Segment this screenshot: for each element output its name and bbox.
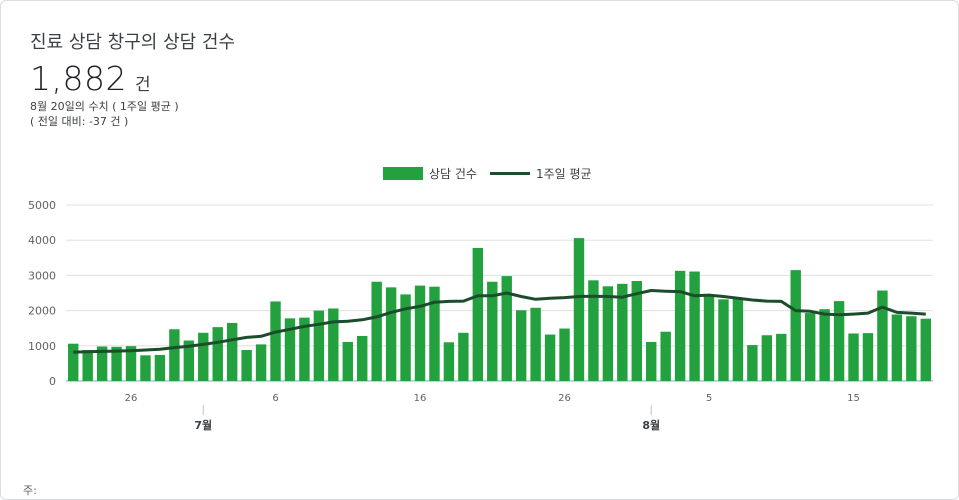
bar bbox=[328, 308, 339, 381]
chart-plot: 0 1000 2000 3000 4000 5000 26 6 16 26 5 15 7월 8월 bbox=[28, 199, 933, 432]
bar bbox=[819, 309, 830, 381]
bar bbox=[96, 346, 108, 381]
bar bbox=[443, 342, 455, 381]
bar bbox=[732, 298, 744, 381]
bar bbox=[891, 314, 903, 381]
bar bbox=[501, 276, 512, 381]
bar bbox=[270, 301, 281, 381]
bar bbox=[920, 318, 931, 381]
bar bbox=[602, 286, 614, 381]
x-tick-label: 26 bbox=[558, 393, 571, 404]
bar bbox=[559, 328, 570, 381]
bar bbox=[906, 316, 917, 381]
bar bbox=[371, 281, 382, 381]
bar bbox=[111, 346, 122, 381]
bar bbox=[747, 345, 758, 381]
bar bbox=[833, 301, 845, 381]
bar bbox=[125, 346, 137, 381]
bar bbox=[183, 340, 195, 381]
bar bbox=[82, 350, 93, 381]
summary-unit: 건 bbox=[134, 75, 151, 95]
bar bbox=[400, 294, 411, 381]
bar bbox=[718, 299, 729, 381]
bar bbox=[385, 287, 397, 381]
bar bbox=[487, 281, 498, 381]
bar bbox=[241, 350, 252, 381]
bar bbox=[530, 307, 541, 381]
bar bbox=[313, 310, 325, 381]
bar bbox=[790, 270, 801, 381]
bar bbox=[761, 335, 773, 381]
legend-item-line[interactable]: 1주일 평균 bbox=[489, 165, 592, 182]
legend-item-bars[interactable]: 상담 건수 bbox=[383, 165, 477, 182]
bar bbox=[588, 280, 599, 381]
bar bbox=[689, 271, 700, 381]
y-tick-label: 3000 bbox=[28, 269, 56, 282]
bar bbox=[68, 343, 79, 381]
bar bbox=[299, 317, 310, 381]
chart-legend: 상담 건수 1주일 평균 bbox=[383, 165, 605, 181]
x-tick-label: 16 bbox=[414, 393, 427, 404]
x-tick-label: 5 bbox=[706, 393, 712, 404]
bar bbox=[646, 341, 657, 381]
bar bbox=[848, 333, 859, 381]
bar bbox=[212, 327, 223, 381]
summary-value: 1,882 bbox=[30, 59, 127, 98]
bar bbox=[458, 332, 469, 381]
legend-label-line: 1주일 평균 bbox=[535, 166, 592, 181]
bar bbox=[573, 238, 585, 381]
bar bbox=[804, 313, 816, 381]
bar bbox=[255, 344, 267, 381]
summary-date-note: 8월 20일의 수치 ( 1주일 평균 ) bbox=[30, 100, 179, 113]
bar bbox=[515, 310, 527, 381]
bar bbox=[472, 247, 484, 381]
bar bbox=[414, 285, 426, 381]
bar bbox=[154, 354, 166, 381]
bar bbox=[776, 333, 787, 381]
x-tick-label: 26 bbox=[125, 393, 138, 404]
x-tick-label: 15 bbox=[847, 393, 860, 404]
legend-swatch-bars bbox=[383, 166, 423, 180]
bar bbox=[140, 355, 151, 381]
summary-value-block: 1,882 건 bbox=[30, 59, 151, 98]
bar bbox=[660, 331, 671, 381]
legend-swatch-line bbox=[489, 171, 530, 175]
bar bbox=[703, 295, 715, 381]
y-tick-label: 5000 bbox=[28, 199, 56, 212]
month-label: 7월 bbox=[194, 418, 212, 432]
bar bbox=[429, 286, 440, 381]
chart-title: 진료 상담 창구의 상담 건수 bbox=[30, 32, 236, 53]
bar bbox=[617, 283, 628, 381]
bar bbox=[544, 334, 556, 381]
y-tick-label: 0 bbox=[49, 375, 56, 388]
bar bbox=[674, 270, 686, 381]
bar bbox=[862, 333, 874, 381]
y-tick-label: 1000 bbox=[28, 340, 56, 353]
y-tick-label: 4000 bbox=[28, 234, 56, 247]
footnote: 주: bbox=[23, 484, 37, 497]
bar bbox=[357, 335, 368, 381]
bar bbox=[284, 318, 296, 381]
x-tick-label: 6 bbox=[272, 393, 278, 404]
month-label: 8월 bbox=[642, 418, 660, 432]
bar bbox=[631, 281, 642, 381]
bar bbox=[226, 322, 238, 381]
bar bbox=[877, 290, 888, 381]
bar bbox=[342, 341, 353, 381]
y-tick-label: 2000 bbox=[28, 305, 56, 318]
legend-label-bars: 상담 건수 bbox=[429, 166, 477, 181]
series-line-weekly-average bbox=[73, 289, 926, 354]
bar bbox=[169, 329, 180, 381]
bar bbox=[198, 332, 209, 381]
summary-change-note: ( 전일 대비: -37 건 ) bbox=[30, 115, 129, 128]
